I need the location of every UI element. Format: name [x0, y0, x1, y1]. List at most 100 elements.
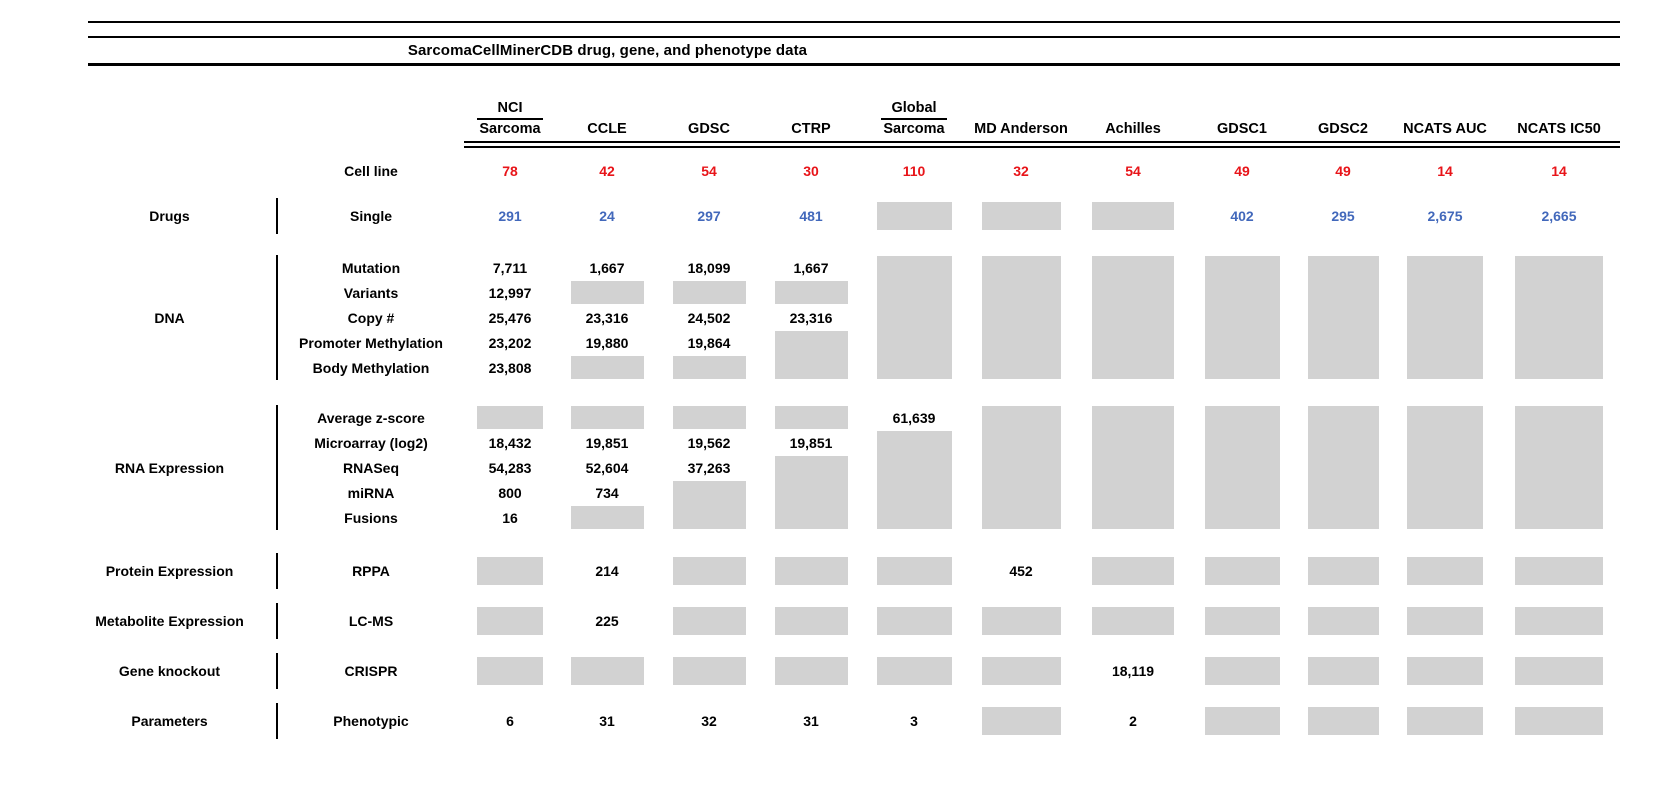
data-value: 291 [498, 208, 522, 224]
no-data-box [774, 607, 848, 635]
column-header-label: Achilles [1105, 121, 1161, 137]
data-value: 24,502 [687, 309, 731, 326]
data-value: 52,604 [585, 459, 629, 476]
column-header-achilles: Achilles [1076, 121, 1190, 138]
cell-line-count: 54 [701, 163, 717, 179]
cell-line-count: 42 [599, 163, 615, 179]
no-data-box [477, 557, 543, 585]
no-data-box [1515, 406, 1603, 529]
no-data-box [1204, 406, 1280, 529]
horizontal-rule-above-title [88, 36, 1620, 38]
data-value: 2 [1129, 713, 1137, 729]
data-value: 19,562 [687, 434, 731, 451]
no-data-box [672, 281, 746, 304]
cell-line-count: 54 [1125, 163, 1141, 179]
figure-title: SarcomaCellMinerCDB drug, gene, and phen… [407, 42, 808, 59]
cell-line-count: 110 [902, 163, 926, 179]
no-data-box [1307, 557, 1379, 585]
no-data-box [774, 406, 848, 429]
no-data-box [1515, 607, 1603, 635]
column-header-label: NCATS IC50 [1517, 121, 1601, 137]
no-data-box [672, 607, 746, 635]
no-data-box [1407, 557, 1483, 585]
row-label: LC-MS [348, 613, 394, 629]
data-value: 18,099 [687, 259, 731, 276]
data-value: 481 [799, 208, 823, 224]
no-data-box [981, 256, 1061, 379]
cell-line-row: Cell line 78 42 54 30 110 32 54 49 49 14 14 [63, 156, 1620, 186]
data-value: 23,316 [789, 309, 833, 326]
data-value: 54,283 [488, 459, 532, 476]
row-label: Fusions [344, 509, 398, 526]
column-header-label: GDSC [688, 121, 730, 137]
no-data-box [570, 506, 644, 529]
column-header-label: GDSC1 [1217, 121, 1267, 137]
row-label: Variants [343, 284, 399, 301]
data-value: 1,667 [589, 259, 625, 276]
no-data-box [570, 356, 644, 379]
row-label: Body Methylation [312, 359, 430, 376]
data-value: 225 [595, 613, 619, 629]
no-data-box [1092, 202, 1174, 230]
table-content: NCI Sarcoma CCLE GDSC CTRP Global Sarcoma MD An… [63, 88, 1620, 739]
data-value: 800 [498, 484, 522, 501]
no-data-box [774, 281, 848, 304]
no-data-box [1092, 607, 1174, 635]
cell-line-count: 49 [1335, 163, 1351, 179]
no-data-box [1307, 406, 1379, 529]
data-value: 23,202 [488, 334, 532, 351]
no-data-box [1204, 607, 1280, 635]
cell-line-count: 30 [803, 163, 819, 179]
data-value: 214 [595, 563, 619, 579]
no-data-box [774, 456, 848, 529]
no-data-box [876, 557, 952, 585]
no-data-box [672, 356, 746, 379]
group-label: RNA Expression [63, 405, 278, 530]
row-label: RPPA [352, 563, 390, 579]
column-header-label: Sarcoma [479, 121, 541, 137]
no-data-box [981, 202, 1061, 230]
no-data-box [774, 331, 848, 379]
no-data-box [1407, 256, 1483, 379]
no-data-box [1407, 607, 1483, 635]
data-value: 19,851 [789, 434, 833, 451]
row-label: Microarray (log2) [314, 434, 428, 451]
no-data-box [1515, 707, 1603, 735]
data-value: 1,667 [793, 259, 829, 276]
data-value: 23,316 [585, 309, 629, 326]
data-value: 16 [502, 509, 518, 526]
column-header-gdsc2: GDSC2 [1294, 121, 1392, 138]
no-data-box [876, 607, 952, 635]
column-header-label: GDSC2 [1318, 121, 1368, 137]
data-value: 37,263 [687, 459, 731, 476]
no-data-box [876, 431, 952, 529]
row-label: Single [349, 208, 392, 224]
column-header-ccle: CCLE [556, 121, 658, 138]
no-data-box [1204, 256, 1280, 379]
data-value: 6 [506, 713, 514, 729]
no-data-box [570, 657, 644, 685]
data-value: 19,851 [585, 434, 629, 451]
data-value: 19,880 [585, 334, 629, 351]
no-data-box [1204, 557, 1280, 585]
cell-line-label: Cell line [344, 163, 398, 179]
cell-line-count: 49 [1234, 163, 1250, 179]
column-header-row: NCI Sarcoma CCLE GDSC CTRP Global Sarcoma MD An… [63, 88, 1620, 138]
data-value: 19,864 [687, 334, 731, 351]
no-data-box [477, 657, 543, 685]
no-data-box [1407, 657, 1483, 685]
data-value: 18,432 [488, 434, 532, 451]
no-data-box [876, 256, 952, 379]
data-sections: Drugs Single 291 24 297 481 402 295 2,675 2,665 DN… [63, 198, 1620, 739]
section-metabolite-expression: Metabolite Expression LC-MS 225 [63, 603, 1620, 639]
section-parameters: Parameters Phenotypic 6 31 32 31 3 2 [63, 703, 1620, 739]
data-value: 31 [803, 713, 819, 729]
no-data-box [1092, 256, 1174, 379]
no-data-box [570, 281, 644, 304]
no-data-box [1092, 406, 1174, 529]
no-data-box [876, 657, 952, 685]
no-data-box [774, 557, 848, 585]
no-data-box [1515, 256, 1603, 379]
no-data-box [1204, 657, 1280, 685]
column-header-top-label: Global [881, 100, 947, 120]
